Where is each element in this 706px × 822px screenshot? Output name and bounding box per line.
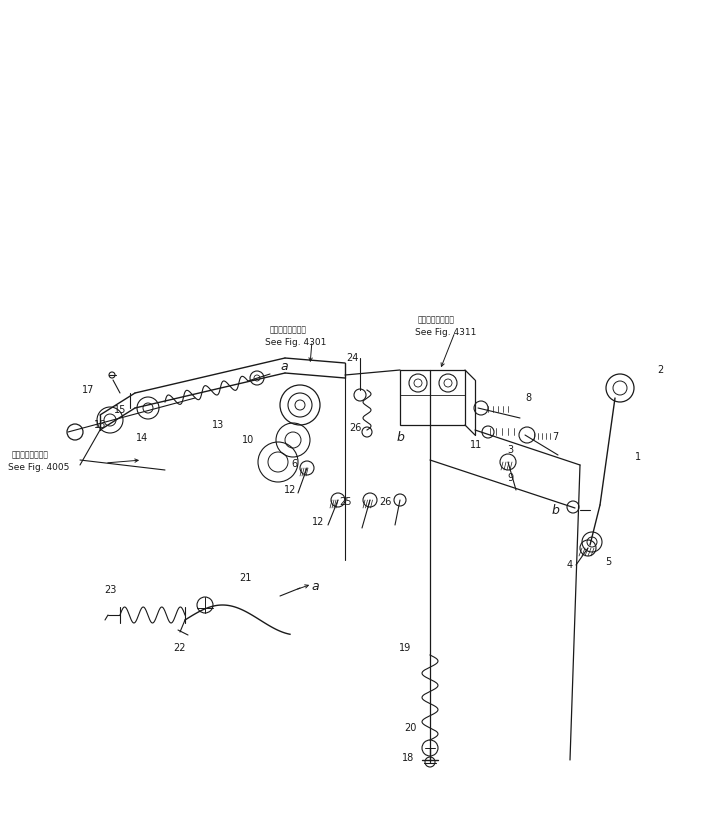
Text: 3: 3 — [507, 445, 513, 455]
Text: 7: 7 — [552, 432, 558, 442]
Bar — [400, 370, 465, 425]
Text: 26: 26 — [349, 423, 361, 433]
Text: 13: 13 — [212, 420, 224, 430]
Text: 4: 4 — [567, 560, 573, 570]
Text: 5: 5 — [605, 557, 611, 567]
Text: 26: 26 — [379, 497, 391, 507]
Text: 6: 6 — [291, 459, 297, 469]
Text: b: b — [396, 431, 404, 444]
Text: 16: 16 — [94, 420, 106, 430]
Text: 24: 24 — [346, 353, 358, 363]
Text: 12: 12 — [312, 517, 324, 527]
Text: 1: 1 — [635, 452, 641, 462]
Text: 第４００５図参照: 第４００５図参照 — [12, 450, 49, 459]
Text: See Fig. 4301: See Fig. 4301 — [265, 338, 326, 347]
Text: 12: 12 — [284, 485, 297, 495]
Text: 20: 20 — [404, 723, 417, 733]
Text: See Fig. 4311: See Fig. 4311 — [415, 327, 477, 336]
Text: 17: 17 — [82, 385, 94, 395]
Text: b: b — [551, 504, 559, 516]
Text: See Fig. 4005: See Fig. 4005 — [8, 463, 69, 472]
Text: 21: 21 — [239, 573, 251, 583]
Text: 18: 18 — [402, 753, 414, 763]
Text: 第４３０１図参照: 第４３０１図参照 — [270, 326, 307, 335]
Text: 22: 22 — [174, 643, 186, 653]
Text: 9: 9 — [507, 473, 513, 483]
Text: a: a — [280, 359, 288, 372]
Text: 19: 19 — [399, 643, 411, 653]
Text: 25: 25 — [339, 497, 352, 507]
Text: 23: 23 — [104, 585, 116, 595]
Text: 第４３１１図参照: 第４３１１図参照 — [418, 316, 455, 325]
Text: 11: 11 — [470, 440, 482, 450]
Text: 8: 8 — [525, 393, 531, 403]
Text: 15: 15 — [114, 405, 126, 415]
Text: 2: 2 — [657, 365, 663, 375]
Text: 14: 14 — [136, 433, 148, 443]
Text: a: a — [311, 580, 319, 593]
Text: 10: 10 — [242, 435, 254, 445]
